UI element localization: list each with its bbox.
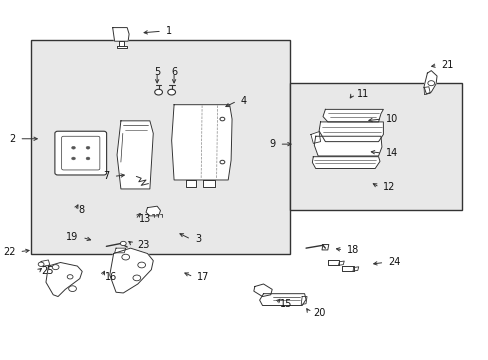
Polygon shape bbox=[46, 262, 82, 297]
Text: 25: 25 bbox=[41, 266, 54, 276]
Polygon shape bbox=[301, 297, 306, 305]
Polygon shape bbox=[352, 267, 358, 271]
Circle shape bbox=[120, 241, 126, 246]
Circle shape bbox=[52, 265, 59, 270]
Polygon shape bbox=[171, 105, 232, 180]
Circle shape bbox=[86, 157, 90, 160]
Text: 23: 23 bbox=[137, 239, 149, 249]
FancyBboxPatch shape bbox=[61, 136, 100, 170]
Text: 22: 22 bbox=[3, 247, 16, 257]
Text: 14: 14 bbox=[385, 148, 397, 158]
Text: 20: 20 bbox=[313, 308, 325, 318]
Circle shape bbox=[154, 89, 162, 95]
Circle shape bbox=[167, 89, 175, 95]
Polygon shape bbox=[112, 28, 129, 41]
Polygon shape bbox=[314, 136, 381, 156]
Polygon shape bbox=[146, 206, 160, 216]
Text: 1: 1 bbox=[165, 26, 172, 36]
Bar bbox=[289, 83, 461, 211]
Text: 21: 21 bbox=[441, 60, 453, 70]
Polygon shape bbox=[116, 46, 127, 48]
Text: 8: 8 bbox=[79, 206, 85, 216]
FancyBboxPatch shape bbox=[55, 131, 106, 175]
Polygon shape bbox=[327, 260, 339, 265]
Text: 3: 3 bbox=[194, 234, 201, 244]
Bar bbox=[31, 40, 289, 253]
Circle shape bbox=[68, 286, 76, 292]
Text: 7: 7 bbox=[103, 171, 109, 181]
Circle shape bbox=[122, 254, 129, 260]
Polygon shape bbox=[423, 87, 429, 95]
Polygon shape bbox=[253, 284, 272, 297]
Polygon shape bbox=[310, 132, 320, 143]
Polygon shape bbox=[338, 261, 344, 265]
Polygon shape bbox=[114, 248, 125, 253]
Polygon shape bbox=[342, 266, 353, 271]
Text: 6: 6 bbox=[171, 67, 177, 77]
Circle shape bbox=[71, 157, 75, 160]
Polygon shape bbox=[109, 248, 153, 293]
Text: 16: 16 bbox=[105, 272, 118, 282]
Text: 2: 2 bbox=[9, 134, 16, 144]
Text: 12: 12 bbox=[383, 182, 395, 192]
Polygon shape bbox=[117, 121, 153, 189]
Polygon shape bbox=[186, 180, 195, 187]
Circle shape bbox=[86, 146, 90, 149]
Circle shape bbox=[220, 160, 224, 164]
Polygon shape bbox=[41, 260, 50, 266]
Polygon shape bbox=[203, 180, 215, 187]
Polygon shape bbox=[312, 157, 379, 168]
Circle shape bbox=[138, 262, 145, 268]
Polygon shape bbox=[423, 71, 436, 94]
Circle shape bbox=[133, 275, 141, 281]
Circle shape bbox=[71, 146, 75, 149]
Polygon shape bbox=[321, 244, 328, 250]
Text: 24: 24 bbox=[387, 257, 400, 267]
Text: 13: 13 bbox=[139, 215, 151, 224]
Text: 18: 18 bbox=[346, 245, 359, 255]
Polygon shape bbox=[119, 41, 124, 46]
Text: 11: 11 bbox=[356, 89, 368, 99]
Text: 4: 4 bbox=[240, 96, 246, 106]
Text: 15: 15 bbox=[279, 299, 291, 309]
Polygon shape bbox=[259, 294, 305, 306]
Text: 9: 9 bbox=[269, 139, 275, 149]
Text: 5: 5 bbox=[154, 67, 160, 77]
Text: 19: 19 bbox=[66, 232, 78, 242]
Circle shape bbox=[67, 275, 73, 279]
Circle shape bbox=[427, 81, 434, 86]
Circle shape bbox=[220, 117, 224, 121]
Polygon shape bbox=[322, 109, 383, 122]
Text: 10: 10 bbox=[385, 114, 397, 124]
Circle shape bbox=[38, 262, 44, 266]
Polygon shape bbox=[319, 122, 383, 141]
Text: 17: 17 bbox=[197, 272, 209, 282]
